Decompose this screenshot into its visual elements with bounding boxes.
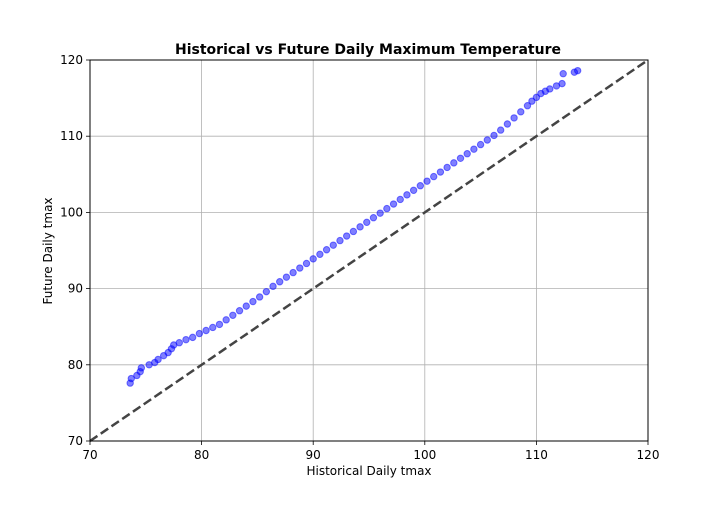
data-point (490, 131, 498, 140)
data-point (476, 140, 485, 149)
data-point (546, 85, 554, 93)
x-tick-label: 120 (637, 448, 660, 462)
reference-line (89, 58, 649, 443)
data-point (175, 339, 183, 347)
data-point (436, 168, 445, 176)
data-point (282, 273, 291, 281)
data-point (376, 209, 384, 217)
data-point (195, 329, 204, 338)
data-point (242, 302, 250, 310)
data-point (269, 282, 277, 291)
data-point (573, 66, 582, 75)
y-tick-label: 100 (60, 205, 83, 219)
y-tick-label: 70 (68, 434, 83, 448)
data-point (363, 218, 371, 227)
data-point (496, 126, 505, 134)
data-point (483, 136, 491, 144)
data-point (215, 320, 224, 329)
data-point (336, 236, 344, 245)
x-tick-label: 80 (194, 448, 209, 462)
reference-line-layer (89, 58, 649, 443)
data-point (329, 241, 337, 249)
x-tick-label: 110 (525, 448, 548, 462)
data-point (229, 311, 237, 319)
data-point (443, 163, 451, 172)
data-point (503, 120, 512, 128)
data-point (182, 335, 190, 344)
data-point (188, 333, 197, 342)
plot-frame (89, 59, 649, 442)
data-point (389, 200, 398, 208)
y-tick-label: 120 (60, 53, 83, 67)
data-point (235, 306, 244, 315)
y-tick-label: 80 (68, 358, 83, 372)
data-point (296, 264, 304, 272)
data-point (416, 182, 425, 190)
data-point (137, 364, 146, 372)
data-point (309, 255, 317, 263)
data-point (456, 154, 465, 162)
data-point (383, 204, 391, 213)
data-point (276, 278, 284, 286)
x-tick-label: 70 (82, 448, 97, 462)
scatter-points (126, 66, 582, 387)
data-point (517, 108, 525, 116)
data-point (450, 159, 458, 167)
data-point (559, 70, 567, 78)
data-point (302, 259, 311, 268)
y-tick-label: 90 (68, 282, 83, 296)
data-point (202, 326, 210, 335)
data-point (463, 150, 471, 158)
data-point (342, 232, 351, 240)
x-tick-label: 90 (306, 448, 321, 462)
data-point (322, 246, 331, 254)
data-point (349, 227, 358, 236)
data-point (510, 114, 518, 122)
data-point (558, 79, 566, 88)
data-point (403, 191, 411, 199)
data-point (396, 195, 404, 204)
data-point (154, 355, 162, 364)
data-point (356, 223, 364, 231)
x-tick-label: 100 (413, 448, 436, 462)
y-tick-label: 110 (60, 129, 83, 143)
data-point (470, 145, 478, 153)
data-point (255, 293, 264, 301)
data-point (430, 172, 438, 181)
axis-ticks: 70 80 90 100 110 120 70 80 90 100 110 120 (60, 53, 659, 462)
y-axis-label: Future Daily tmax (41, 197, 55, 304)
chart-title: Historical vs Future Daily Maximum Tempe… (175, 42, 561, 58)
x-axis-label: Historical Daily tmax (306, 464, 431, 478)
data-point (409, 186, 418, 195)
data-point (127, 374, 135, 383)
data-point (222, 316, 230, 324)
data-point (369, 214, 378, 222)
data-point (423, 177, 431, 185)
data-point (262, 287, 271, 296)
data-point (289, 268, 297, 277)
data-point (209, 323, 217, 332)
data-point (523, 102, 532, 110)
data-point (249, 297, 257, 306)
data-point (316, 250, 324, 259)
